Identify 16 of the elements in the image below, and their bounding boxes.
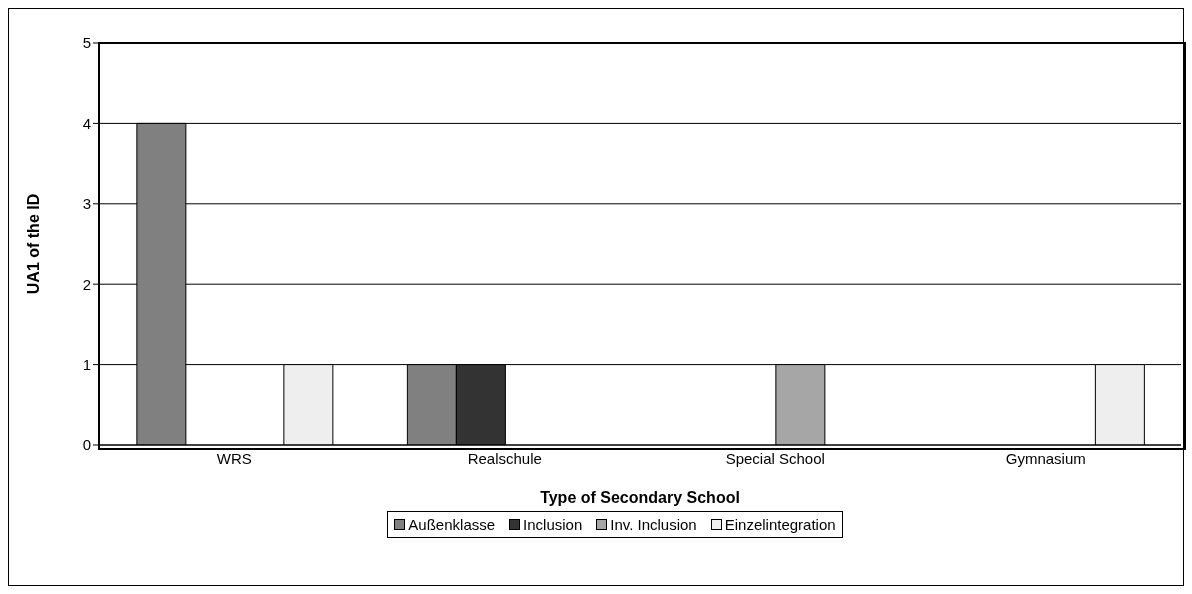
x-tick-label: Special School [725, 449, 825, 467]
x-tick-label: WRS [216, 449, 252, 467]
y-tick-label: 0 [82, 436, 91, 454]
x-axis-title: Type of Secondary School [540, 489, 740, 506]
legend-label: Inclusion [522, 516, 583, 533]
y-tick-label: 5 [82, 34, 91, 52]
x-tick-label: Gymnasium [1005, 449, 1086, 467]
legend-label: Einzelintegration [723, 516, 836, 533]
y-tick-label: 4 [82, 114, 91, 132]
y-tick-label: 3 [82, 195, 91, 213]
y-tick-label: 1 [82, 355, 91, 373]
legend-label: Inv. Inclusion [609, 516, 697, 533]
y-axis-title: UA1 of the ID [24, 193, 42, 295]
y-tick-label: 2 [82, 275, 91, 293]
x-tick-label: Realschule [467, 449, 542, 467]
legend-label: Außenklasse [407, 516, 496, 533]
